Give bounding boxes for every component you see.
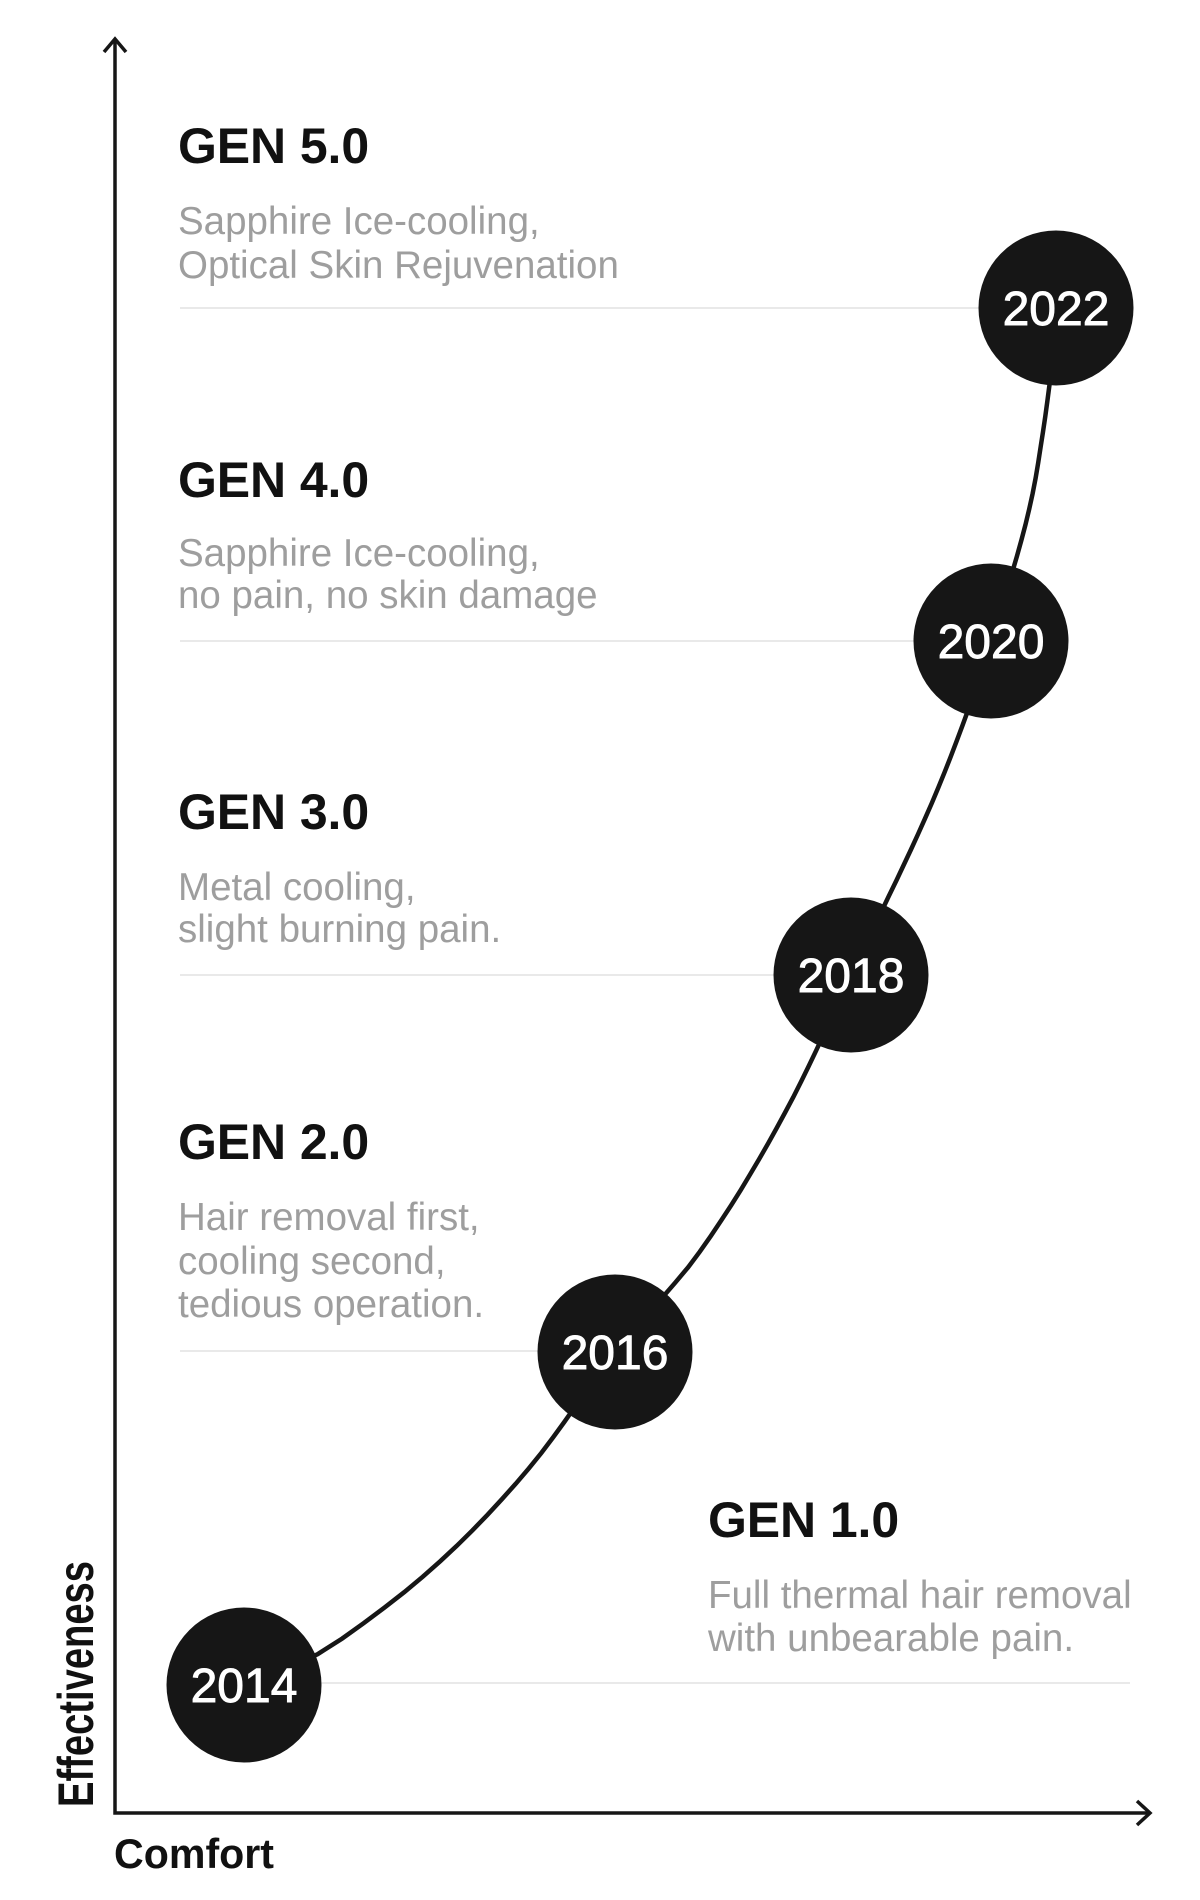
svg-text:Hair removal first,: Hair removal first, <box>178 1196 480 1239</box>
svg-text:2020: 2020 <box>938 616 1045 669</box>
svg-text:Sapphire Ice-cooling,: Sapphire Ice-cooling, <box>178 532 540 575</box>
svg-text:Optical Skin Rejuvenation: Optical Skin Rejuvenation <box>178 244 619 287</box>
svg-text:Metal cooling,: Metal cooling, <box>178 866 416 909</box>
svg-text:tedious operation.: tedious operation. <box>178 1283 484 1326</box>
svg-text:Effectiveness: Effectiveness <box>48 1561 104 1807</box>
svg-text:GEN 1.0: GEN 1.0 <box>708 1492 899 1548</box>
svg-text:GEN 4.0: GEN 4.0 <box>178 452 369 508</box>
svg-text:with unbearable pain.: with unbearable pain. <box>707 1617 1074 1660</box>
svg-text:slight burning pain.: slight burning pain. <box>178 908 501 951</box>
svg-text:2022: 2022 <box>1003 283 1110 336</box>
svg-text:no pain, no skin damage: no pain, no skin damage <box>178 574 598 617</box>
svg-text:2014: 2014 <box>191 1660 298 1713</box>
svg-text:Full thermal hair removal: Full thermal hair removal <box>708 1574 1132 1617</box>
svg-text:GEN 3.0: GEN 3.0 <box>178 784 369 840</box>
svg-text:GEN 5.0: GEN 5.0 <box>178 118 369 174</box>
svg-text:cooling second,: cooling second, <box>178 1240 446 1283</box>
svg-text:GEN 2.0: GEN 2.0 <box>178 1114 369 1170</box>
svg-text:2016: 2016 <box>562 1327 669 1380</box>
svg-text:2018: 2018 <box>798 950 905 1003</box>
svg-text:Comfort: Comfort <box>114 1830 274 1877</box>
svg-text:Sapphire Ice-cooling,: Sapphire Ice-cooling, <box>178 200 540 243</box>
